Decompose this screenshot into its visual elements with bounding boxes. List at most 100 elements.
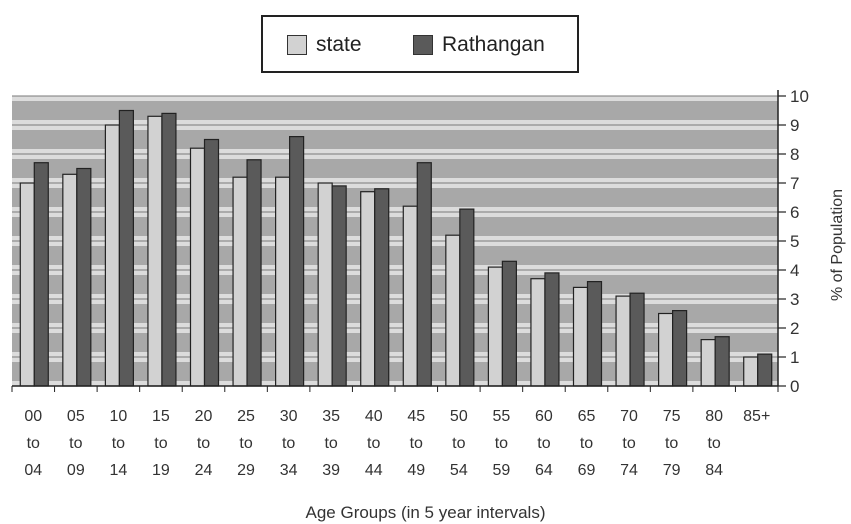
y-tick-label: 6 — [790, 203, 799, 222]
x-tick-label: 59 — [492, 462, 510, 479]
y-tick-label: 8 — [790, 145, 799, 164]
x-tick-label: 64 — [535, 462, 553, 479]
x-tick-label: to — [197, 435, 210, 452]
bar-state-17 — [743, 356, 759, 387]
bar-rathangan-5 — [246, 159, 262, 387]
x-tick-label: to — [154, 435, 167, 452]
x-tick-label: to — [537, 435, 550, 452]
bar-rathangan-1 — [76, 167, 92, 387]
bar-rathangan-8 — [374, 188, 390, 387]
bar-rathangan-0 — [33, 162, 49, 387]
x-tick-label: to — [27, 435, 40, 452]
x-tick-label: 84 — [705, 462, 723, 479]
y-tick-label: 3 — [790, 290, 799, 309]
y-tick-label: 1 — [790, 348, 799, 367]
x-tick-label: to — [580, 435, 593, 452]
x-tick-label: 54 — [450, 462, 468, 479]
bar-rathangan-16 — [714, 336, 730, 387]
x-tick-label: to — [452, 435, 465, 452]
bar-state-10 — [445, 234, 461, 387]
x-tick-label: 15 — [152, 408, 170, 425]
bar-rathangan-13 — [586, 281, 603, 387]
x-tick-label: 05 — [67, 408, 85, 425]
bar-state-16 — [700, 339, 716, 387]
x-tick-label: to — [112, 435, 125, 452]
x-tick-label: to — [367, 435, 380, 452]
bar-rathangan-6 — [289, 136, 305, 387]
legend-label-state: state — [316, 33, 362, 56]
x-tick-label: 04 — [24, 462, 42, 479]
y-tick-label: 5 — [790, 232, 799, 251]
bar-state-14 — [615, 295, 631, 387]
bar-state-2 — [104, 124, 120, 387]
bar-rathangan-7 — [331, 185, 347, 387]
x-tick-label: 60 — [535, 408, 553, 425]
y-tick-label: 9 — [790, 116, 799, 135]
legend-swatch-rathangan — [413, 35, 433, 55]
x-tick-label: 24 — [195, 462, 213, 479]
x-tick-label: to — [622, 435, 635, 452]
x-tick-label: 69 — [578, 462, 596, 479]
grid-band — [12, 101, 778, 120]
y-tick-label: 2 — [790, 319, 799, 338]
bar-state-7 — [317, 182, 333, 387]
bar-state-8 — [360, 191, 376, 387]
bar-rathangan-14 — [629, 292, 645, 387]
bar-state-0 — [19, 182, 35, 387]
x-tick-label: to — [324, 435, 337, 452]
x-tick-label: 10 — [109, 408, 127, 425]
bar-state-11 — [487, 266, 503, 387]
x-tick-label: 50 — [450, 408, 468, 425]
x-tick-label: 85+ — [743, 408, 770, 425]
x-tick-label: 34 — [280, 462, 298, 479]
bar-rathangan-10 — [459, 208, 475, 387]
x-tick-label: 09 — [67, 462, 85, 479]
bar-rathangan-12 — [544, 272, 560, 387]
x-tick-label: 39 — [322, 462, 340, 479]
x-tick-label: 45 — [407, 408, 425, 425]
bar-rathangan-9 — [416, 162, 432, 387]
bar-rathangan-3 — [161, 112, 177, 387]
bar-rathangan-11 — [501, 260, 517, 387]
x-tick-label: 74 — [620, 462, 638, 479]
legend: state Rathangan — [261, 15, 579, 73]
x-tick-label: 25 — [237, 408, 255, 425]
bar-state-1 — [62, 173, 78, 387]
x-tick-label: 30 — [280, 408, 298, 425]
bar-state-4 — [189, 147, 206, 387]
bar-state-13 — [572, 286, 589, 387]
legend-item-state: state — [287, 33, 362, 57]
bar-rathangan-17 — [757, 353, 773, 387]
x-tick-label: 49 — [407, 462, 425, 479]
x-tick-label: 44 — [365, 462, 383, 479]
x-tick-label: 79 — [663, 462, 681, 479]
x-tick-label: to — [282, 435, 295, 452]
bar-rathangan-4 — [203, 138, 220, 387]
legend-swatch-state — [287, 35, 307, 55]
x-axis-title: Age Groups (in 5 year intervals) — [305, 503, 546, 522]
y-tick-label: 7 — [790, 174, 799, 193]
bar-state-9 — [402, 205, 418, 387]
x-tick-label: 70 — [620, 408, 638, 425]
x-tick-label: 20 — [195, 408, 213, 425]
x-tick-label: to — [69, 435, 82, 452]
x-tick-label: 35 — [322, 408, 340, 425]
x-tick-label: 00 — [24, 408, 42, 425]
y-tick-label: 10 — [790, 87, 809, 106]
x-tick-label: 55 — [492, 408, 510, 425]
x-tick-label: 40 — [365, 408, 383, 425]
x-tick-label: to — [239, 435, 252, 452]
legend-item-rathangan: Rathangan — [413, 33, 545, 57]
x-tick-label: to — [707, 435, 720, 452]
bar-rathangan-2 — [118, 109, 134, 387]
x-tick-label: 80 — [705, 408, 723, 425]
bar-state-6 — [275, 176, 291, 387]
bar-rathangan-15 — [672, 310, 688, 387]
grid-band — [12, 130, 778, 149]
x-tick-label: to — [495, 435, 508, 452]
x-tick-label: 75 — [663, 408, 681, 425]
y-axis-title: % of Population — [829, 188, 846, 302]
bar-state-12 — [530, 278, 546, 387]
bar-state-15 — [658, 312, 674, 387]
